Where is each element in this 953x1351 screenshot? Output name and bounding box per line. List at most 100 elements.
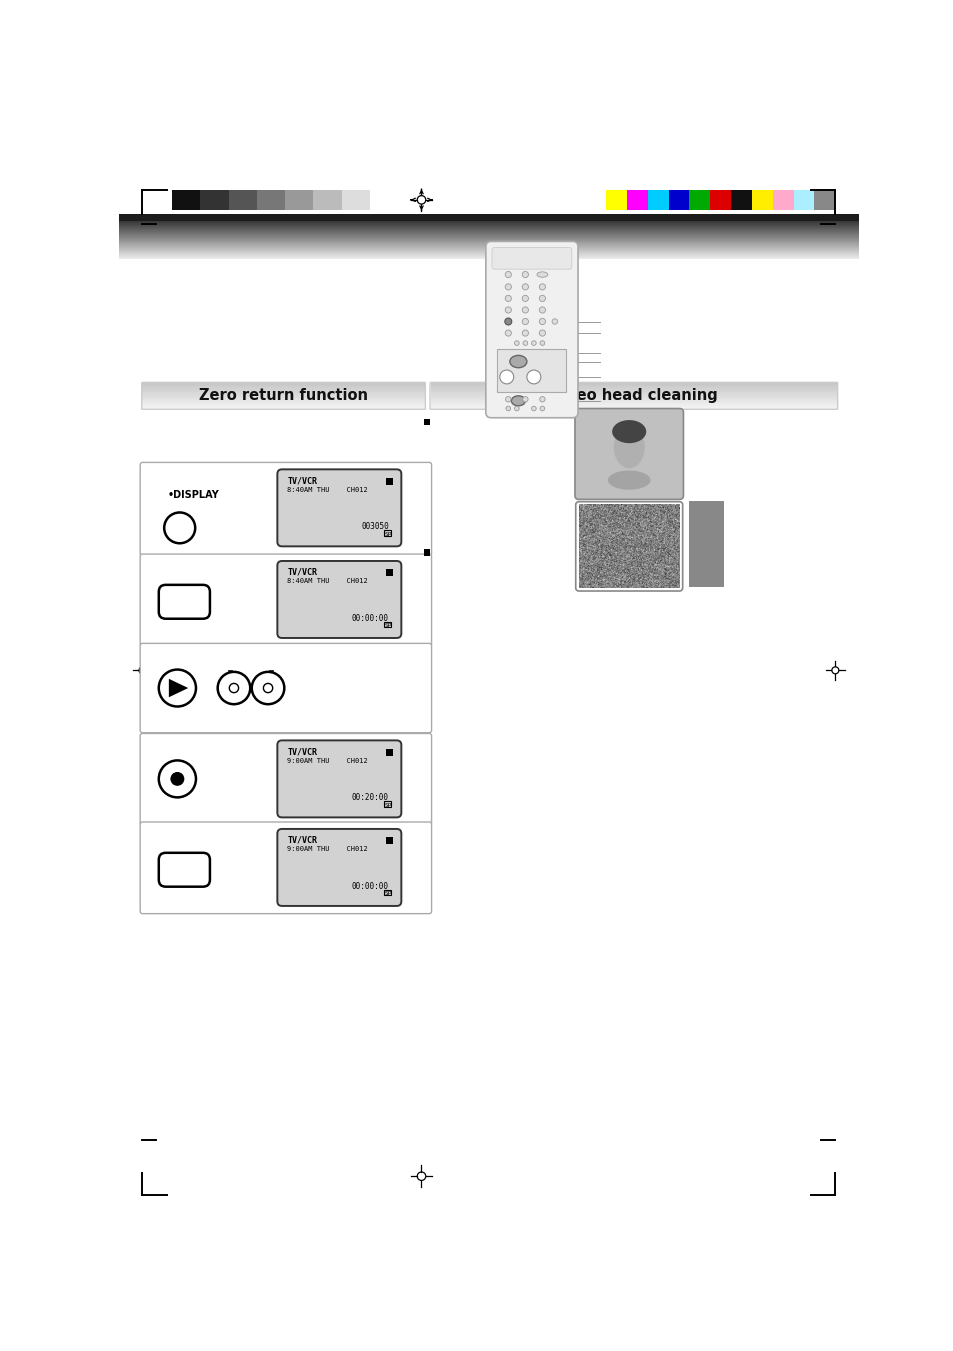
Circle shape (505, 407, 510, 411)
Circle shape (538, 330, 545, 336)
Bar (772, 190, 793, 209)
Bar (313, 190, 341, 209)
Text: 00:20:00: 00:20:00 (352, 793, 389, 802)
Circle shape (263, 684, 273, 693)
Circle shape (499, 370, 513, 384)
Bar (730, 190, 751, 209)
Text: 00:00:00: 00:00:00 (352, 882, 389, 892)
Bar (814, 190, 835, 209)
Circle shape (164, 512, 195, 543)
Text: TV/VCR: TV/VCR (287, 836, 317, 844)
Circle shape (158, 670, 195, 707)
Bar (709, 190, 730, 209)
Circle shape (531, 407, 536, 411)
Polygon shape (169, 678, 188, 697)
Ellipse shape (509, 355, 526, 367)
FancyBboxPatch shape (575, 408, 682, 500)
Text: Zero return function: Zero return function (199, 388, 368, 404)
Circle shape (505, 397, 511, 403)
Circle shape (539, 340, 544, 346)
Circle shape (521, 296, 528, 301)
Circle shape (521, 272, 528, 277)
FancyBboxPatch shape (140, 554, 431, 646)
Bar (383, 530, 390, 535)
Ellipse shape (511, 396, 525, 405)
Bar (385, 570, 393, 577)
Circle shape (552, 319, 557, 324)
Bar (605, 190, 626, 209)
Bar (385, 838, 393, 844)
Circle shape (522, 340, 527, 346)
Bar (383, 621, 390, 627)
Bar (200, 190, 229, 209)
FancyBboxPatch shape (485, 242, 578, 417)
Bar (626, 190, 647, 209)
Bar (689, 190, 709, 209)
Circle shape (538, 284, 545, 290)
Bar (793, 190, 814, 209)
Circle shape (158, 761, 195, 797)
Circle shape (521, 307, 528, 313)
FancyBboxPatch shape (140, 734, 431, 825)
Text: 8:40AM THU    CH012: 8:40AM THU CH012 (287, 486, 368, 493)
Ellipse shape (613, 426, 644, 469)
Text: TV/VCR: TV/VCR (287, 747, 317, 757)
Text: 8:40AM THU    CH012: 8:40AM THU CH012 (287, 578, 368, 585)
Text: SP: SP (384, 802, 392, 808)
Circle shape (521, 330, 528, 336)
Bar (385, 748, 393, 755)
Circle shape (505, 296, 511, 301)
Circle shape (514, 340, 518, 346)
Bar (229, 190, 256, 209)
Circle shape (521, 284, 528, 290)
Circle shape (505, 272, 511, 277)
Circle shape (521, 319, 528, 324)
Bar (370, 190, 397, 209)
Circle shape (539, 407, 544, 411)
Text: Video head cleaning: Video head cleaning (549, 388, 717, 404)
Bar (423, 550, 430, 555)
Circle shape (504, 317, 511, 326)
Bar (688, 501, 723, 588)
Bar (285, 190, 313, 209)
Bar (119, 213, 858, 222)
Circle shape (522, 397, 528, 403)
Text: 9:00AM THU    CH012: 9:00AM THU CH012 (287, 758, 368, 763)
FancyBboxPatch shape (158, 852, 210, 886)
Text: SP: SP (384, 892, 392, 896)
Bar (497, 349, 566, 392)
FancyBboxPatch shape (277, 740, 401, 817)
Text: TV/VCR: TV/VCR (287, 476, 317, 485)
FancyBboxPatch shape (277, 830, 401, 907)
Circle shape (526, 370, 540, 384)
FancyBboxPatch shape (158, 585, 210, 619)
Text: •DISPLAY: •DISPLAY (168, 490, 219, 500)
Circle shape (505, 330, 511, 336)
Circle shape (538, 296, 545, 301)
Bar (423, 419, 430, 426)
Circle shape (539, 397, 544, 403)
Bar (751, 190, 772, 209)
Circle shape (252, 671, 284, 704)
Ellipse shape (607, 470, 650, 490)
Text: 003050: 003050 (361, 523, 389, 531)
Circle shape (217, 671, 250, 704)
Ellipse shape (537, 272, 547, 277)
FancyBboxPatch shape (492, 247, 571, 269)
FancyBboxPatch shape (277, 469, 401, 546)
FancyBboxPatch shape (140, 462, 431, 555)
Circle shape (538, 307, 545, 313)
Text: TV/VCR: TV/VCR (287, 567, 317, 577)
Bar (383, 801, 390, 807)
Circle shape (531, 340, 536, 346)
Circle shape (514, 407, 518, 411)
Text: 00:00:00: 00:00:00 (352, 615, 389, 623)
Bar (385, 478, 393, 485)
Circle shape (538, 319, 545, 324)
Bar (172, 190, 200, 209)
Bar (341, 190, 370, 209)
Circle shape (229, 684, 238, 693)
Text: SP: SP (384, 623, 392, 628)
FancyBboxPatch shape (140, 821, 431, 913)
Text: SP: SP (384, 531, 392, 536)
